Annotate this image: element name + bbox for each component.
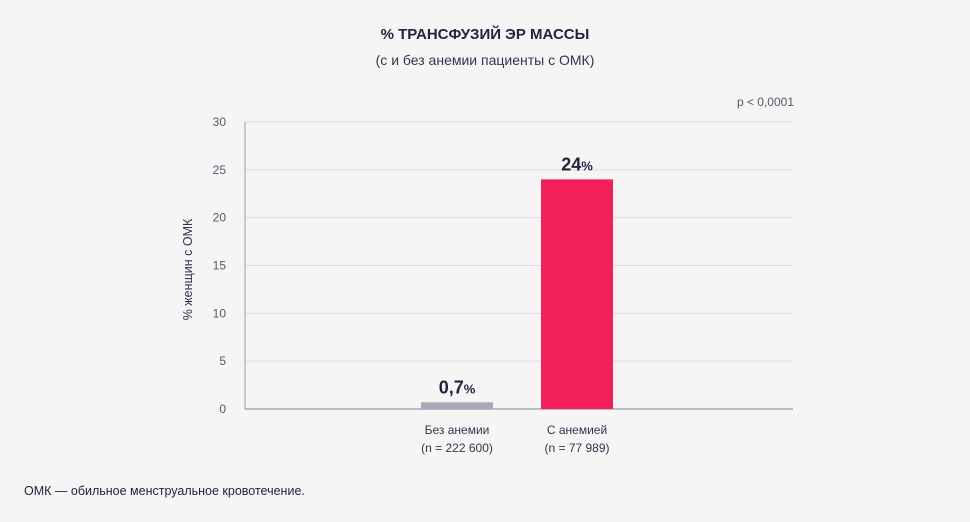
footnote: ОМК — обильное менструальное кровотечени… <box>24 484 305 498</box>
data-label: 24% <box>561 154 593 174</box>
p-value-label: p < 0,0001 <box>736 95 794 109</box>
x-category-sample-size: (n = 77 989) <box>544 441 609 455</box>
chart-subtitle: (с и без анемии пациенты с ОМК) <box>375 52 595 68</box>
y-tick-label: 15 <box>213 259 227 273</box>
y-tick-label: 0 <box>219 402 226 416</box>
data-label: 0,7% <box>439 377 476 397</box>
y-tick-label: 25 <box>213 163 227 177</box>
y-tick-label: 20 <box>213 211 227 225</box>
y-tick-label: 10 <box>213 306 227 320</box>
y-axis-label: % женщин с ОМК <box>181 218 195 320</box>
x-category-sample-size: (n = 222 600) <box>421 441 493 455</box>
y-tick-label: 5 <box>219 354 226 368</box>
y-tick-label: 30 <box>213 115 227 129</box>
bar <box>421 402 493 409</box>
x-category-label: С анемией <box>547 423 607 437</box>
bar <box>541 179 613 409</box>
chart-title: % ТРАНСФУЗИЙ ЭР МАССЫ <box>380 26 590 43</box>
x-category-label: Без анемии <box>425 423 490 437</box>
